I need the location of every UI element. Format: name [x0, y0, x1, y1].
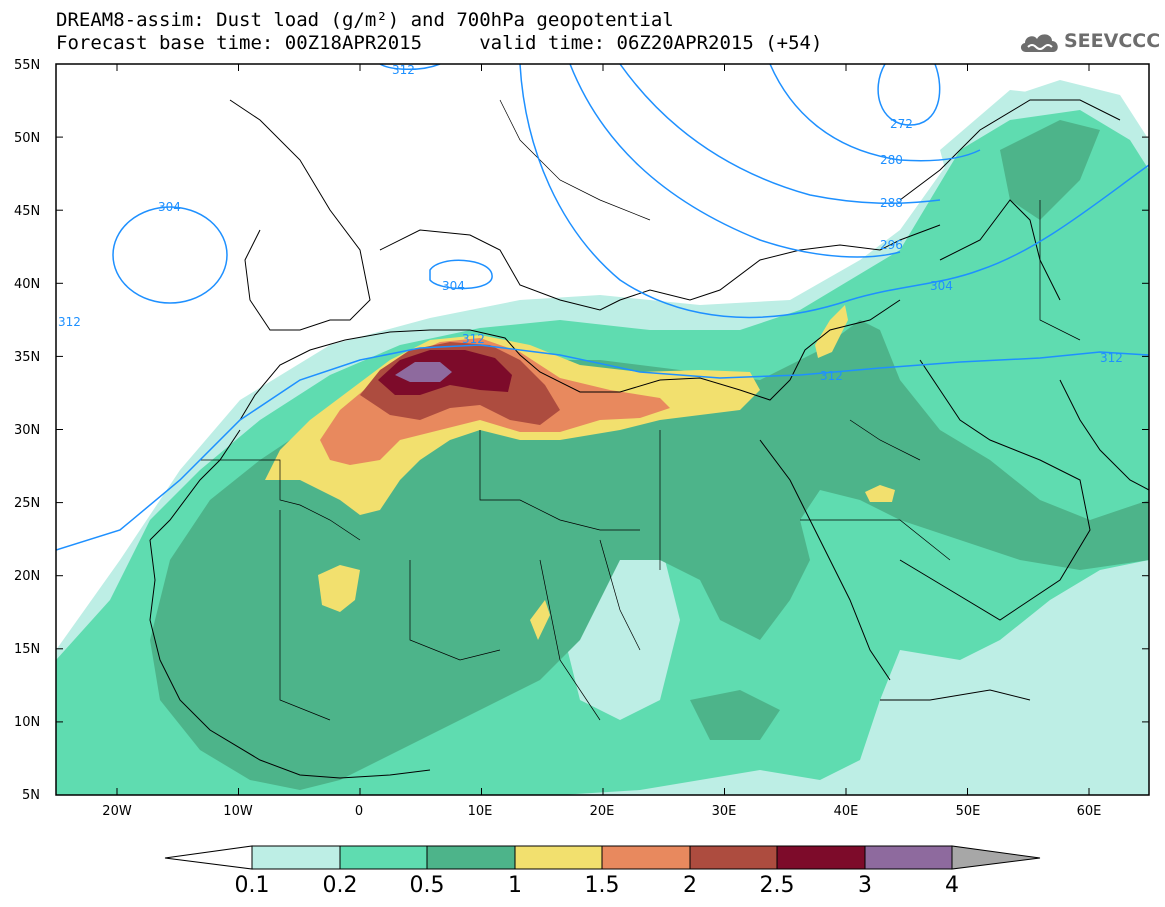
dust-level-1-patch-d [865, 485, 895, 502]
lat-label: 20N [14, 569, 40, 584]
contour-label: 272 [890, 117, 913, 131]
contour-label: 304 [442, 279, 465, 293]
colorbar-tick-label: 0.5 [410, 873, 445, 898]
lon-label: 20W [102, 804, 132, 819]
coastlines [149, 99, 1149, 779]
colorbar-tick-label: 0.1 [235, 873, 270, 898]
colorbar-segment [514, 845, 603, 870]
lon-label: 30E [712, 804, 737, 819]
colorbar-tick-label: 0.2 [323, 873, 358, 898]
colorbar-tick-label: 2 [683, 873, 697, 898]
dust-level-0.5-b [690, 690, 780, 740]
cloud-icon [1020, 34, 1058, 52]
lat-label: 50N [14, 131, 40, 146]
colorbar-tick-label: 1 [508, 873, 522, 898]
map-subtitle: Forecast base time: 00Z18APR2015 valid t… [56, 32, 823, 54]
latitude-labels: 55N 50N 45N 40N 35N 30N 25N 20N 15N 10N … [14, 58, 40, 803]
lon-label: 40E [834, 804, 859, 819]
dust-level-3 [395, 362, 452, 382]
colorbar-segment [601, 845, 691, 870]
contour-labels: 312 304 304 312 272 280 288 296 304 312 … [58, 63, 1123, 383]
lat-label: 25N [14, 496, 40, 511]
dust-level-1-patch-b [530, 600, 550, 640]
lon-label: 10W [223, 804, 253, 819]
contour-label: 312 [820, 369, 843, 383]
colorbar-segment [426, 845, 516, 870]
contour-label: 280 [880, 153, 903, 167]
lat-label: 5N [22, 788, 40, 803]
dust-field [56, 80, 1149, 795]
colorbar-segment [339, 845, 428, 870]
axis-ticks [56, 63, 1149, 796]
contour-label: 312 [462, 332, 485, 346]
lon-label: 60E [1077, 804, 1102, 819]
lat-label: 10N [14, 715, 40, 730]
dust-level-0.5-c [1000, 120, 1100, 220]
dust-level-1-patch-a [318, 565, 360, 612]
contour-label: 312 [1100, 351, 1123, 365]
map-title: DREAM8-assim: Dust load (g/m²) and 700hP… [56, 9, 674, 31]
dust-level-1-patch-c [815, 305, 848, 358]
colorbar-left-arrow [164, 845, 253, 870]
lon-label: 0 [355, 804, 363, 819]
colorbar-tick-label: 1.5 [585, 873, 620, 898]
colorbar-segment [776, 845, 866, 870]
colorbar: 0.1 0.2 0.5 1 1.5 2 2.5 3 4 [164, 845, 1041, 898]
seevccc-logo: SEEVCCC [1018, 28, 1160, 56]
colorbar-tick-label: 4 [945, 873, 959, 898]
contour-label: 312 [58, 315, 81, 329]
dust-level-0.1-patch2 [900, 660, 1010, 780]
contour-label: 304 [930, 279, 953, 293]
colorbar-tick-label: 3 [858, 873, 872, 898]
lat-label: 45N [14, 204, 40, 219]
colorbar-segment [689, 845, 778, 870]
geopotential-contours [56, 64, 1149, 551]
colorbar-tick-label: 2.5 [760, 873, 795, 898]
lon-label: 20E [590, 804, 615, 819]
contour-label: 288 [880, 196, 903, 210]
contour-label: 312 [392, 63, 415, 77]
colorbar-segment [864, 845, 953, 870]
lat-label: 35N [14, 350, 40, 365]
country-borders [200, 99, 1081, 721]
colorbar-right-arrow [951, 845, 1041, 870]
colorbar-segment [251, 845, 341, 870]
lat-label: 30N [14, 423, 40, 438]
longitude-labels: 20W 10W 0 10E 20E 30E 40E 50E 60E [102, 804, 1101, 819]
lat-label: 40N [14, 277, 40, 292]
lat-label: 55N [14, 58, 40, 73]
contour-label: 304 [158, 200, 181, 214]
logo-text: SEEVCCC [1064, 30, 1161, 52]
lat-label: 15N [14, 642, 40, 657]
contour-label: 296 [880, 238, 903, 252]
lon-label: 10E [468, 804, 493, 819]
lon-label: 50E [956, 804, 981, 819]
